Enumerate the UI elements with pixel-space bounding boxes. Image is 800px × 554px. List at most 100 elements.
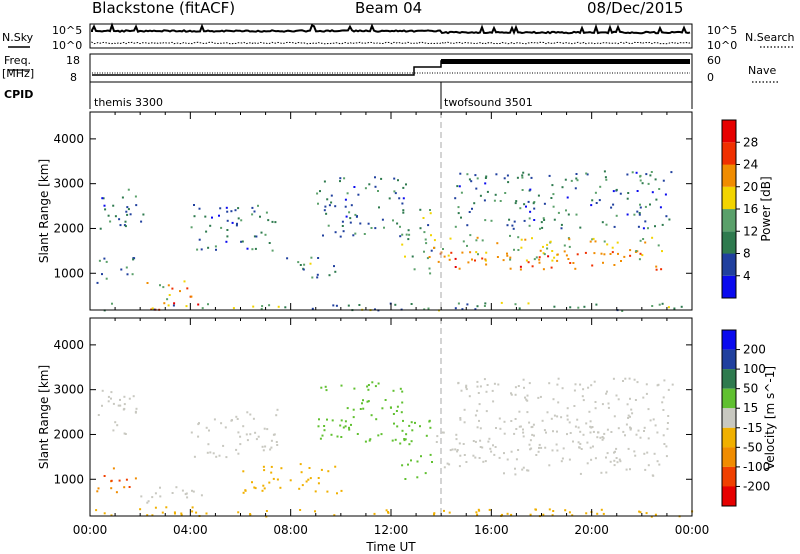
- nave-tick-lo: 0: [707, 71, 714, 84]
- data-cell: [401, 233, 404, 236]
- data-cell: [636, 190, 639, 192]
- data-cell: [465, 461, 468, 463]
- data-cell: [425, 434, 428, 437]
- data-cell: [625, 423, 628, 426]
- data-cell: [605, 456, 607, 459]
- data-cell: [396, 425, 399, 428]
- data-cell: [556, 415, 559, 418]
- data-cell: [654, 513, 657, 516]
- site-title: Blackstone (fitACF): [92, 0, 235, 17]
- data-cell: [276, 408, 279, 411]
- data-cell: [475, 251, 478, 254]
- noise-search-line: [91, 41, 691, 45]
- data-cell: [592, 430, 595, 433]
- data-cell: [342, 426, 345, 429]
- data-cell: [112, 204, 115, 207]
- data-cell: [410, 303, 413, 305]
- data-cell: [237, 511, 240, 514]
- data-cell: [251, 481, 253, 484]
- data-cell: [373, 512, 376, 515]
- data-cell: [495, 173, 498, 176]
- data-cell: [619, 192, 622, 195]
- data-cell: [521, 176, 524, 179]
- data-cell: [529, 188, 532, 191]
- data-cell: [526, 411, 529, 414]
- data-cell: [142, 213, 145, 216]
- data-cell: [140, 495, 143, 498]
- data-cell: [527, 200, 530, 203]
- cpid-segment-2: twofsound 3501: [444, 96, 533, 109]
- data-cell: [645, 512, 648, 515]
- data-cell: [556, 449, 559, 452]
- data-cell: [647, 408, 650, 411]
- y-tick-label: 2000: [53, 221, 84, 235]
- colorbar-tick-label: 12: [743, 224, 758, 238]
- data-cell: [631, 171, 634, 174]
- data-cell: [596, 512, 599, 515]
- data-cell: [639, 239, 642, 242]
- data-cell: [403, 438, 406, 440]
- data-cell: [503, 420, 506, 423]
- data-cell: [503, 452, 505, 455]
- data-cell: [381, 407, 384, 410]
- data-cell: [198, 422, 200, 425]
- colorbar-tick-label: 200: [743, 343, 766, 357]
- data-cell: [423, 308, 426, 311]
- colorbar-tick-label: 15: [743, 401, 758, 415]
- colorbar-swatch: [722, 427, 736, 448]
- data-cell: [469, 251, 472, 254]
- data-cell: [362, 399, 364, 402]
- data-cell: [488, 508, 491, 511]
- data-cell: [529, 210, 532, 213]
- data-cell: [589, 420, 592, 423]
- data-cell: [126, 213, 129, 216]
- data-cell: [276, 444, 279, 446]
- data-cell: [270, 439, 273, 442]
- data-cell: [657, 244, 660, 247]
- data-cell: [509, 258, 512, 261]
- x-tick-label: 16:00: [474, 523, 509, 537]
- data-cell: [428, 256, 431, 258]
- data-cell: [251, 248, 254, 251]
- data-cell: [402, 209, 405, 212]
- power-ylabel: Slant Range [km]: [37, 159, 51, 263]
- data-cell: [186, 496, 189, 499]
- power-colorbar-label: Power [dB]: [759, 176, 773, 241]
- data-cell: [124, 220, 127, 223]
- data-cell: [316, 273, 319, 276]
- data-cell: [494, 446, 497, 448]
- data-cell: [591, 238, 594, 241]
- data-cell: [603, 253, 606, 256]
- data-cell: [431, 461, 433, 463]
- data-cell: [641, 254, 644, 257]
- data-cell: [551, 250, 554, 252]
- data-cell: [635, 171, 638, 174]
- data-cell: [123, 432, 126, 435]
- y-tick-label: 3000: [53, 383, 84, 397]
- data-cell: [569, 432, 572, 434]
- power-colorbar-swatches: [722, 120, 736, 299]
- data-cell: [146, 501, 149, 504]
- x-tick-label: 12:00: [374, 523, 409, 537]
- data-cell: [413, 268, 416, 271]
- data-cell: [277, 305, 280, 308]
- cpid-label: CPID: [4, 88, 33, 101]
- data-cell: [576, 418, 579, 421]
- data-cell: [474, 308, 477, 311]
- data-cell: [552, 205, 555, 208]
- data-cell: [497, 383, 500, 386]
- velocity-cells: [95, 377, 694, 518]
- data-cell: [448, 463, 451, 466]
- data-cell: [491, 389, 494, 392]
- data-cell: [530, 447, 533, 450]
- data-cell: [650, 171, 653, 173]
- data-cell: [594, 457, 597, 460]
- data-cell: [275, 414, 278, 417]
- data-cell: [147, 500, 150, 503]
- data-cell: [422, 217, 425, 219]
- data-cell: [366, 385, 369, 388]
- data-cell: [424, 472, 427, 475]
- data-cell: [404, 255, 406, 258]
- data-cell: [654, 178, 657, 181]
- data-cell: [539, 249, 542, 252]
